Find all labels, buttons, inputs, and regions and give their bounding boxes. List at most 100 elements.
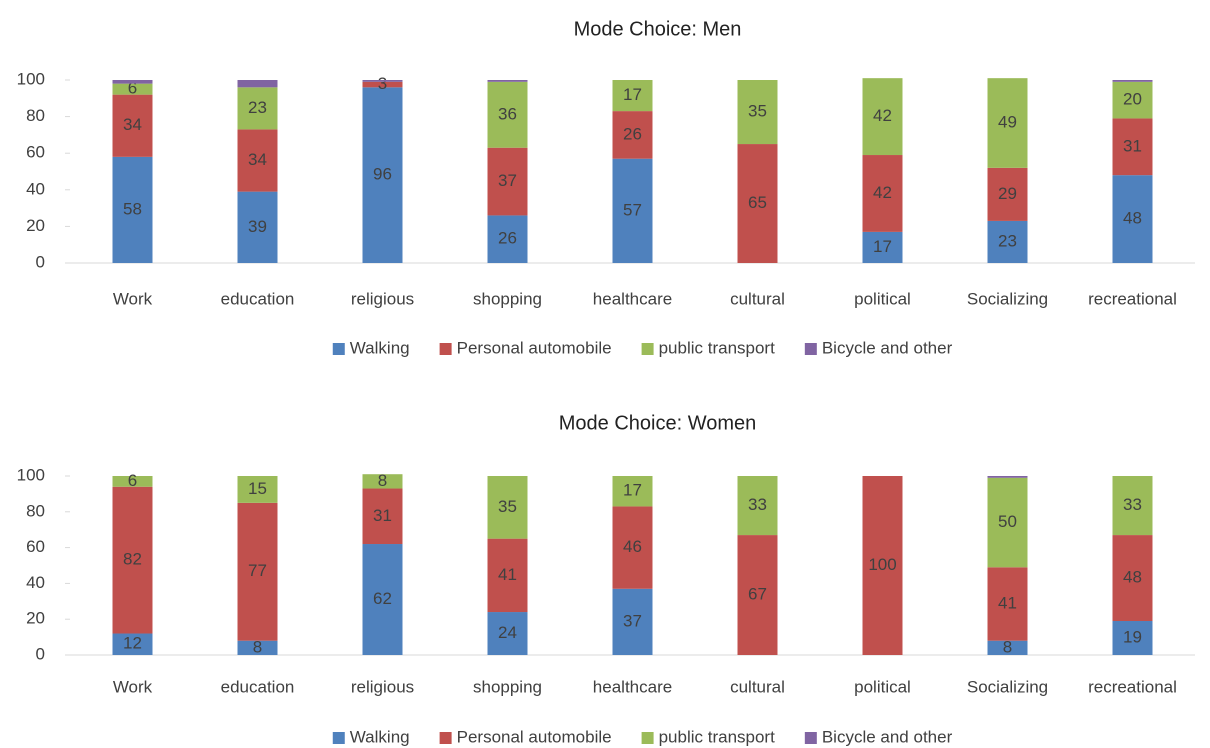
x-tick-label: shopping <box>473 289 542 308</box>
x-tick-label: Work <box>113 677 153 696</box>
data-label: 12 <box>123 634 142 653</box>
bar-segment <box>862 476 903 655</box>
data-label: 35 <box>748 102 767 121</box>
x-tick-label: healthcare <box>593 289 672 308</box>
legend-swatch <box>641 732 654 744</box>
data-label: 82 <box>123 550 142 569</box>
data-label: 49 <box>998 112 1017 131</box>
bar-segment <box>237 87 278 130</box>
x-tick-label: religious <box>351 289 414 308</box>
data-label: 20 <box>1123 90 1142 109</box>
y-tick-label: 80 <box>26 501 45 520</box>
data-label: 41 <box>498 565 517 584</box>
data-label: 37 <box>623 611 642 630</box>
data-label: 41 <box>998 593 1017 612</box>
data-label: 17 <box>623 85 642 104</box>
legend-swatch <box>804 343 817 355</box>
data-label: 8 <box>253 637 262 656</box>
bar-segment <box>237 129 278 192</box>
data-label: 33 <box>748 495 767 514</box>
legend-label: public transport <box>659 338 776 357</box>
bar-segment <box>1112 81 1153 119</box>
data-label: 62 <box>373 589 392 608</box>
bar-segment <box>112 476 153 487</box>
data-label: 6 <box>128 79 137 98</box>
bar-segment <box>237 502 278 641</box>
bar-segment <box>487 215 528 263</box>
data-label: 31 <box>373 506 392 525</box>
data-label: 26 <box>623 124 642 143</box>
x-tick-label: recreational <box>1088 289 1177 308</box>
bar-segment <box>362 81 403 88</box>
data-label: 15 <box>248 479 267 498</box>
bar-segment <box>1112 535 1153 621</box>
y-tick-label: 100 <box>17 465 45 484</box>
data-label: 58 <box>123 199 142 218</box>
data-label: 23 <box>248 98 267 117</box>
legend-swatch <box>641 343 654 355</box>
legend-swatch <box>804 732 817 744</box>
y-tick-label: 40 <box>26 179 45 198</box>
bar-segment <box>362 488 403 545</box>
data-label: 34 <box>123 115 142 134</box>
bar-segment <box>487 81 528 148</box>
y-tick-label: 80 <box>26 106 45 125</box>
data-label: 37 <box>498 171 517 190</box>
bar-segment <box>612 588 653 655</box>
y-tick-label: 60 <box>26 537 45 556</box>
legend-label: Walking <box>350 727 410 746</box>
legend-swatch <box>439 343 452 355</box>
bar-segment <box>987 567 1028 641</box>
data-label: 23 <box>998 231 1017 250</box>
x-tick-label: Socializing <box>967 289 1048 308</box>
bar-segment <box>612 80 653 112</box>
bar-segment <box>237 640 278 655</box>
bar-segment <box>862 231 903 263</box>
bar-segment <box>737 80 778 145</box>
chart-title: Mode Choice: Women <box>559 412 757 434</box>
data-label: 8 <box>378 471 387 490</box>
data-label: 65 <box>748 193 767 212</box>
bar-segment <box>987 476 1028 478</box>
bar-segment <box>987 78 1028 168</box>
data-label: 48 <box>1123 209 1142 228</box>
data-label: 6 <box>128 471 137 490</box>
data-label: 35 <box>498 497 517 516</box>
legend-swatch <box>439 732 452 744</box>
legend-label: public transport <box>659 727 776 746</box>
bar-segment <box>612 111 653 159</box>
x-tick-label: education <box>221 677 295 696</box>
bar-segment <box>987 477 1028 568</box>
data-label: 39 <box>248 217 267 236</box>
bar-segment <box>112 80 153 84</box>
data-label: 31 <box>1123 136 1142 155</box>
bar-segment <box>612 158 653 263</box>
data-label: 50 <box>998 512 1017 531</box>
data-label: 17 <box>873 237 892 256</box>
data-label: 96 <box>373 165 392 184</box>
y-tick-label: 20 <box>26 216 45 235</box>
legend-swatch <box>332 732 345 744</box>
bar-segment <box>737 144 778 263</box>
bar-segment <box>612 476 653 507</box>
data-label: 19 <box>1123 627 1142 646</box>
legend-label: Personal automobile <box>457 338 612 357</box>
bar-segment <box>362 544 403 655</box>
x-tick-label: Socializing <box>967 677 1048 696</box>
bar-segment <box>1112 175 1153 263</box>
bar-segment <box>1112 118 1153 176</box>
data-label: 17 <box>623 481 642 500</box>
data-label: 3 <box>378 74 387 93</box>
x-tick-label: shopping <box>473 677 542 696</box>
data-label: 100 <box>868 555 896 574</box>
x-tick-label: religious <box>351 677 414 696</box>
legend-label: Personal automobile <box>457 727 612 746</box>
data-label: 46 <box>623 537 642 556</box>
x-tick-label: education <box>221 289 295 308</box>
bar-segment <box>737 535 778 655</box>
bar-segment <box>987 220 1028 263</box>
x-tick-label: Work <box>113 289 153 308</box>
bar-segment <box>987 640 1028 655</box>
bar-segment <box>862 155 903 232</box>
